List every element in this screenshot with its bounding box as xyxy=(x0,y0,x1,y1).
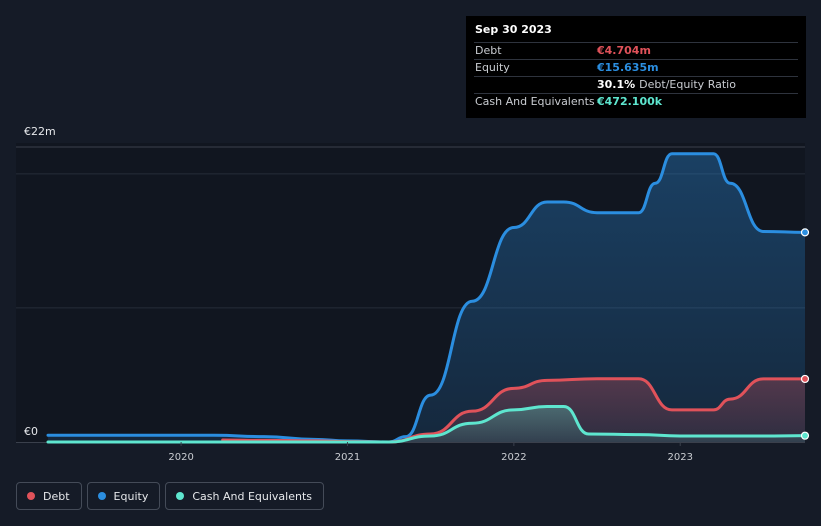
tooltip-value-debt: €4.704m xyxy=(597,44,651,57)
legend-item-debt[interactable]: Debt xyxy=(16,482,82,510)
tooltip-value-cash: €472.100k xyxy=(597,95,663,108)
cash-end-marker xyxy=(800,431,810,440)
legend-item-cash[interactable]: Cash And Equivalents xyxy=(165,482,324,510)
tooltip-row-cash: Cash And Equivalents €472.100k xyxy=(474,93,798,110)
cash-line xyxy=(46,404,807,444)
tooltip-label xyxy=(474,77,597,93)
legend-dot-debt xyxy=(27,492,35,500)
x-tick-label: 2021 xyxy=(335,452,360,463)
series-lines xyxy=(46,152,807,444)
chart-legend: Debt Equity Cash And Equivalents xyxy=(16,482,324,510)
tooltip-label: Cash And Equivalents xyxy=(475,95,595,108)
legend-label-cash: Cash And Equivalents xyxy=(192,489,312,503)
tooltip-value-ratio: 30.1% xyxy=(597,78,636,91)
tooltip-label: Debt xyxy=(475,44,502,57)
series-end-markers xyxy=(800,228,810,440)
tooltip-row-ratio: 30.1% Debt/Equity Ratio xyxy=(474,76,798,93)
debt-end-marker xyxy=(800,374,810,384)
legend-dot-cash xyxy=(176,492,185,500)
legend-item-equity[interactable]: Equity xyxy=(86,482,161,510)
equity-line xyxy=(46,152,807,444)
legend-label-equity: Equity xyxy=(113,489,149,503)
cash-area xyxy=(48,406,805,442)
legend-label-debt: Debt xyxy=(43,489,70,503)
tooltip-date: Sep 30 2023 xyxy=(475,23,552,36)
tooltip-row-debt: Debt €4.704m xyxy=(474,42,798,59)
y-tick-label-max: €22m xyxy=(24,125,56,138)
legend-dot-equity xyxy=(97,492,106,500)
x-tick-label: 2022 xyxy=(501,452,526,463)
y-tick-label-zero: €0 xyxy=(24,425,38,438)
x-tick-label: 2020 xyxy=(168,452,193,463)
tooltip-row-equity: Equity €15.635m xyxy=(474,59,798,76)
data-tooltip: Sep 30 2023 Debt €4.704m Equity €15.635m… xyxy=(466,16,806,118)
axis-labels: €22m €0 2020 2021 2022 2023 xyxy=(24,125,693,463)
tooltip-value-equity: €15.635m xyxy=(597,61,659,74)
tooltip-label: Equity xyxy=(475,61,510,74)
x-tick-label: 2023 xyxy=(667,452,692,463)
equity-area xyxy=(48,153,805,442)
equity-end-marker xyxy=(800,228,810,237)
tooltip-ratio-label: Debt/Equity Ratio xyxy=(639,78,736,91)
